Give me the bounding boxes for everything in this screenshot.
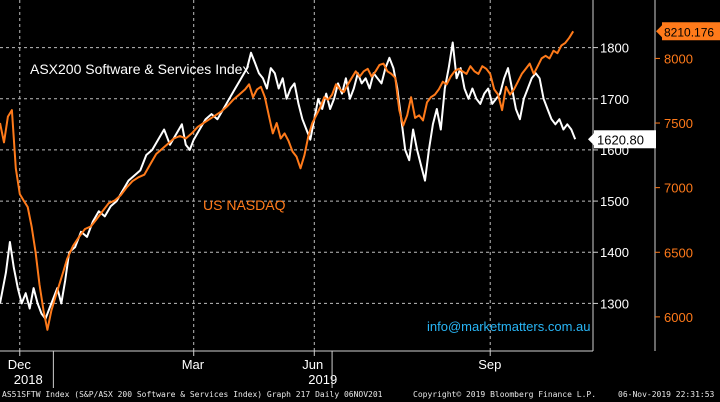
last-value-box-nasdaq (662, 22, 720, 41)
line-chart: 1300140015001600170018006000650070007500… (0, 0, 720, 388)
right-tick-label: 6500 (664, 245, 693, 260)
series-line-asx200-software (0, 41, 577, 320)
left-tick-label: 1500 (600, 194, 629, 209)
right-tick-label: 7000 (664, 181, 693, 196)
series-line-us-nasdaq (0, 30, 575, 331)
annotation-email: info@marketmatters.com.au (427, 319, 590, 334)
footer-timestamp: 06-Nov-2019 22:31:53 (618, 390, 715, 399)
annotation-nasdaq: US NASDAQ (203, 197, 286, 213)
x-tick-label: Mar (182, 357, 205, 372)
left-tick-label: 1400 (600, 245, 629, 260)
left-tick-label: 1800 (600, 41, 629, 56)
left-tick-label: 1300 (600, 296, 629, 311)
last-value-pointer-nasdaq (656, 25, 662, 38)
last-value-box-asx (594, 130, 656, 149)
x-tick-label: Dec (8, 357, 32, 372)
chart-footer: AS51SFTW Index (S&P/ASX 200 Software & S… (0, 388, 720, 402)
last-value-pointer-asx (588, 133, 594, 146)
left-tick-label: 1700 (600, 92, 629, 107)
annotation-asx200: ASX200 Software & Services Index (30, 61, 249, 77)
footer-copyright: Copyright© 2019 Bloomberg Finance L.P. (413, 390, 597, 399)
right-tick-label: 6000 (664, 310, 693, 325)
x-tick-label: Jun (302, 357, 323, 372)
x-year-label: 2018 (14, 372, 43, 387)
last-value-asx: 1620.80 (597, 132, 644, 147)
x-tick-label: Sep (478, 357, 501, 372)
x-year-label: 2019 (308, 372, 337, 387)
right-tick-label: 7500 (664, 116, 693, 131)
footer-source: AS51SFTW Index (S&P/ASX 200 Software & S… (2, 390, 383, 399)
last-value-nasdaq: 8210.176 (664, 25, 714, 39)
right-tick-label: 8000 (664, 51, 693, 66)
